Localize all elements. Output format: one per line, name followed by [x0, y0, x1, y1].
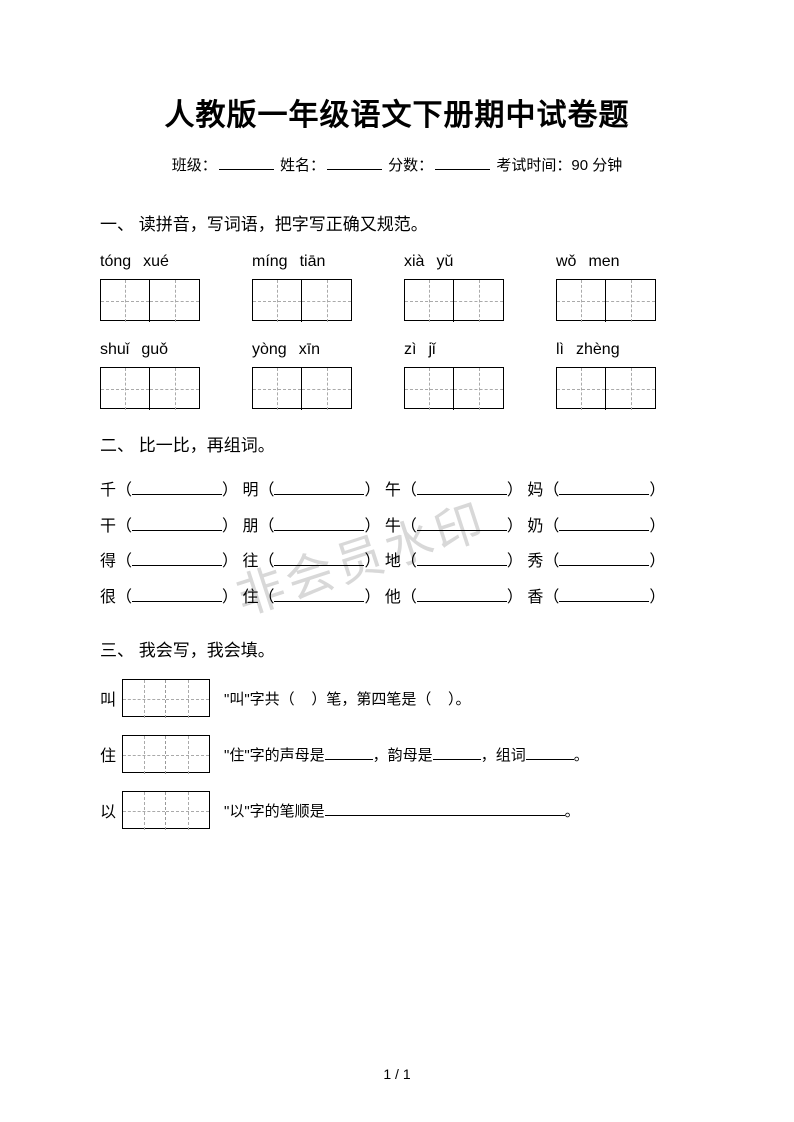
section2-heading: 二、 比一比，再组词。: [100, 431, 694, 456]
class-blank[interactable]: [219, 169, 274, 170]
score-label: 分数：: [388, 157, 433, 174]
class-label: 班级：: [172, 157, 217, 174]
fill-blank[interactable]: [274, 530, 364, 531]
char-box[interactable]: [404, 279, 504, 321]
pinyin-row-2: shuǐguǒ yòngxīn zìjǐ lìzhèng: [100, 341, 694, 359]
char-box[interactable]: [252, 367, 352, 409]
fill-blank[interactable]: [274, 494, 364, 495]
q3-row: 住 "住"字的声母是，韵母是，组词。: [100, 735, 694, 773]
char-box[interactable]: [100, 279, 200, 321]
q2-line: 干（） 朋（） 牛（） 奶（）: [100, 510, 694, 544]
fill-blank[interactable]: [559, 601, 649, 602]
name-blank[interactable]: [327, 169, 382, 170]
q3-char: 叫: [100, 686, 116, 710]
pinyin-item: lìzhèng: [556, 341, 656, 359]
q2-line: 得（） 往（） 地（） 秀（）: [100, 545, 694, 579]
q3-box[interactable]: [122, 735, 210, 773]
fill-blank[interactable]: [325, 759, 373, 760]
pinyin-item: zìjǐ: [404, 341, 504, 359]
q3-text: "住"字的声母是，韵母是，组词。: [224, 744, 589, 765]
pinyin-item: míngtiān: [252, 253, 352, 271]
char-box[interactable]: [556, 367, 656, 409]
pinyin-item: yòngxīn: [252, 341, 352, 359]
q3-char: 以: [100, 798, 116, 822]
q2-line: 千（） 明（） 午（） 妈（）: [100, 474, 694, 508]
char-box[interactable]: [100, 367, 200, 409]
fill-blank[interactable]: [526, 759, 574, 760]
fill-blank[interactable]: [325, 815, 565, 816]
pinyin-item: tóngxué: [100, 253, 200, 271]
box-row-1: [100, 279, 694, 321]
char-box[interactable]: [252, 279, 352, 321]
fill-blank[interactable]: [417, 601, 507, 602]
fill-blank[interactable]: [559, 494, 649, 495]
q3-row: 以 "以"字的笔顺是。: [100, 791, 694, 829]
q3-box[interactable]: [122, 791, 210, 829]
fill-blank[interactable]: [417, 494, 507, 495]
page-number: 1 / 1: [0, 1066, 794, 1082]
fill-blank[interactable]: [274, 601, 364, 602]
pinyin-row-1: tóngxué míngtiān xiàyǔ wǒmen: [100, 253, 694, 271]
score-blank[interactable]: [435, 169, 490, 170]
char-box[interactable]: [556, 279, 656, 321]
exam-title: 人教版一年级语文下册期中试卷题: [100, 90, 694, 134]
section3-heading: 三、 我会写，我会填。: [100, 636, 694, 661]
char-box[interactable]: [404, 367, 504, 409]
box-row-2: [100, 367, 694, 409]
q3-text: "叫"字共（ ）笔，第四笔是（ ）。: [224, 688, 471, 709]
info-line: 班级： 姓名： 分数： 考试时间：90 分钟: [100, 154, 694, 175]
fill-blank[interactable]: [433, 759, 481, 760]
pinyin-item: shuǐguǒ: [100, 341, 200, 359]
fill-blank[interactable]: [132, 565, 222, 566]
pinyin-item: wǒmen: [556, 253, 656, 271]
fill-blank[interactable]: [559, 565, 649, 566]
name-label: 姓名：: [280, 157, 325, 174]
q3-box[interactable]: [122, 679, 210, 717]
q3-row: 叫 "叫"字共（ ）笔，第四笔是（ ）。: [100, 679, 694, 717]
fill-blank[interactable]: [559, 530, 649, 531]
fill-blank[interactable]: [274, 565, 364, 566]
fill-blank[interactable]: [132, 530, 222, 531]
q2-line: 很（） 住（） 他（） 香（）: [100, 581, 694, 615]
q3-char: 住: [100, 742, 116, 766]
pinyin-item: xiàyǔ: [404, 253, 504, 271]
q3-text: "以"字的笔顺是。: [224, 800, 580, 821]
fill-blank[interactable]: [417, 565, 507, 566]
time-label: 考试时间：: [496, 157, 571, 174]
section1-heading: 一、 读拼音，写词语，把字写正确又规范。: [100, 210, 694, 235]
fill-blank[interactable]: [132, 601, 222, 602]
section2-body: 千（） 明（） 午（） 妈（）干（） 朋（） 牛（） 奶（）得（） 往（） 地（…: [100, 474, 694, 614]
fill-blank[interactable]: [132, 494, 222, 495]
time-value: 90 分钟: [571, 157, 622, 174]
fill-blank[interactable]: [417, 530, 507, 531]
